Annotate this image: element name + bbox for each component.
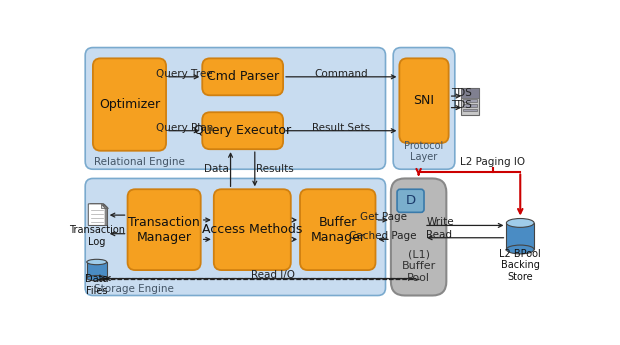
FancyBboxPatch shape [85,178,386,296]
Text: D: D [405,194,415,207]
Ellipse shape [507,245,534,254]
FancyBboxPatch shape [399,58,449,143]
Ellipse shape [87,259,107,265]
Polygon shape [91,204,107,225]
Text: Get Page: Get Page [360,212,407,222]
Text: TDS: TDS [451,88,472,98]
Text: Read I/O: Read I/O [251,270,295,280]
Text: Cached Page: Cached Page [350,231,417,241]
Text: Data: Data [204,164,229,174]
Polygon shape [104,204,107,208]
Text: Access Methods: Access Methods [202,223,303,236]
Bar [87,262,107,278]
FancyBboxPatch shape [393,48,455,169]
Polygon shape [102,204,105,208]
FancyBboxPatch shape [202,112,283,149]
Text: Storage Engine: Storage Engine [94,284,174,294]
Text: Result Sets: Result Sets [312,122,370,132]
Text: Query Tree: Query Tree [156,69,213,79]
Text: L2 BPool
Backing
Store: L2 BPool Backing Store [499,249,541,282]
Polygon shape [103,204,107,208]
Text: Results: Results [256,164,294,174]
FancyBboxPatch shape [93,58,166,151]
Text: (L1)
Buffer
Pool: (L1) Buffer Pool [402,250,436,283]
Text: Query Plan: Query Plan [156,122,213,132]
Bar [463,109,477,111]
FancyBboxPatch shape [85,48,386,169]
Bar [461,88,479,98]
Text: Transaction
Log: Transaction Log [69,225,125,247]
Text: Transaction
Manager: Transaction Manager [128,216,200,244]
FancyBboxPatch shape [300,189,376,270]
Text: Read: Read [427,230,453,240]
Polygon shape [90,204,107,225]
Text: Relational Engine: Relational Engine [94,157,185,167]
Text: TDS: TDS [451,100,472,110]
Text: L2 Paging IO: L2 Paging IO [460,157,525,167]
FancyBboxPatch shape [397,189,424,212]
Bar [507,223,534,249]
Text: Buffer
Manager: Buffer Manager [310,216,365,244]
Text: Optimizer: Optimizer [99,98,160,111]
Text: Cmd Parser: Cmd Parser [206,70,279,83]
Ellipse shape [87,275,107,281]
FancyBboxPatch shape [391,178,446,296]
FancyBboxPatch shape [202,58,283,95]
Text: Query Executor: Query Executor [194,124,291,137]
Text: SNI: SNI [414,94,435,107]
FancyBboxPatch shape [214,189,291,270]
FancyBboxPatch shape [128,189,201,270]
Bar [461,88,479,115]
Text: Write: Write [427,217,454,227]
Ellipse shape [507,218,534,227]
Bar [463,104,477,107]
Bar [463,99,477,102]
Text: Protocol
Layer: Protocol Layer [404,141,444,162]
Polygon shape [88,204,105,225]
Text: Data
Files: Data Files [85,274,108,296]
Text: Command: Command [314,69,368,79]
